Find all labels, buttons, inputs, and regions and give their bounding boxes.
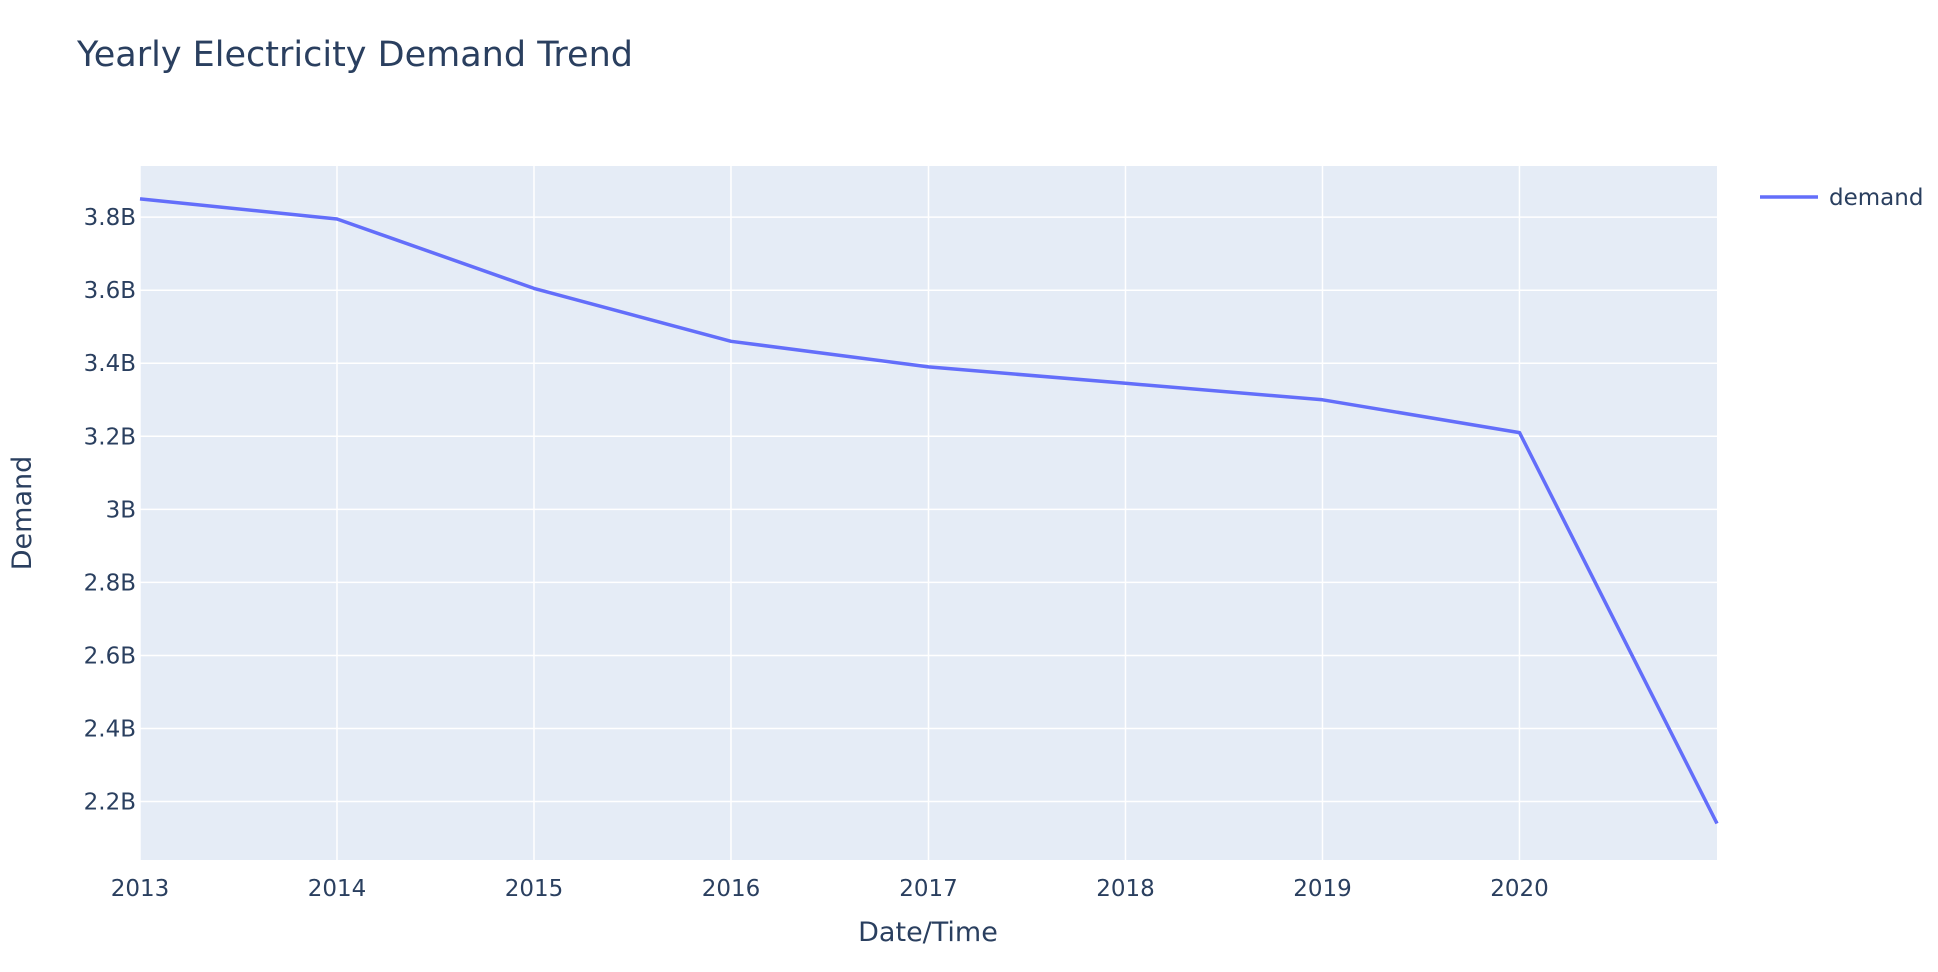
y-tick-label: 3.6B xyxy=(84,278,136,304)
y-tick-label: 3.8B xyxy=(84,205,136,231)
x-tick-label: 2020 xyxy=(1490,876,1549,902)
y-tick-labels: 2.2B 2.4B 2.6B 2.8B 3B 3.2B 3.4B 3.6B 3.8B xyxy=(84,205,136,815)
legend[interactable]: demand xyxy=(1760,185,1923,211)
legend-label-demand: demand xyxy=(1829,185,1923,211)
y-tick-label: 2.4B xyxy=(84,717,136,743)
y-tick-label: 3.4B xyxy=(84,351,136,377)
y-tick-label: 3B xyxy=(106,497,136,523)
chart-title: Yearly Electricity Demand Trend xyxy=(76,35,633,75)
x-tick-labels: 2013 2014 2015 2016 2017 2018 2019 2020 xyxy=(111,876,1549,902)
x-tick-label: 2015 xyxy=(505,876,564,902)
x-axis-title: Date/Time xyxy=(858,917,998,948)
y-gridlines xyxy=(140,216,1717,803)
x-tick-label: 2014 xyxy=(308,876,367,902)
y-tick-label: 2.6B xyxy=(84,643,136,669)
y-tick-label: 2.2B xyxy=(84,790,136,816)
series-layer xyxy=(139,197,1719,825)
x-gridlines xyxy=(139,166,1521,860)
x-tick-label: 2018 xyxy=(1096,876,1155,902)
series-line-demand xyxy=(139,197,1719,825)
y-axis-title: Demand xyxy=(7,456,38,571)
x-tick-label: 2019 xyxy=(1293,876,1352,902)
y-tick-label: 3.2B xyxy=(84,424,136,450)
y-tick-label: 2.8B xyxy=(84,570,136,596)
x-tick-label: 2017 xyxy=(899,876,958,902)
x-tick-label: 2016 xyxy=(702,876,761,902)
x-tick-label: 2013 xyxy=(111,876,170,902)
